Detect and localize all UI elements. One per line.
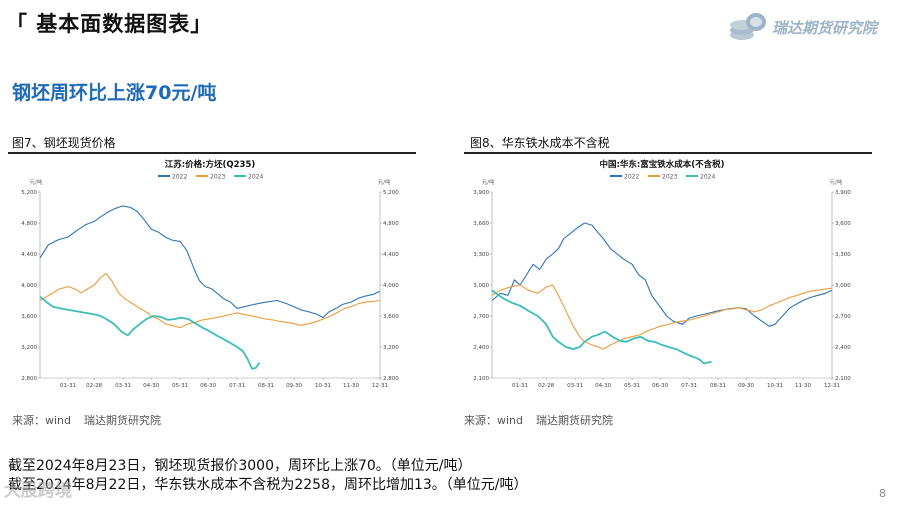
chart0-ytick-label-left: 4,400	[21, 252, 37, 258]
chart1-legend-label-2023: 2023	[662, 174, 677, 181]
chart0-ytick-label-left: 3,600	[21, 314, 37, 320]
chart0-series-2022	[39, 205, 381, 319]
chart0-ytick-label-right: 4,800	[383, 221, 399, 227]
chart0-title: 江苏:价格:方坯(Q235)	[165, 159, 256, 170]
note-hot-metal: 截至2024年8月22日，华东铁水成本不含税为2258，周环比增加13。（单位元…	[8, 477, 528, 493]
chart1-xtick-label: 12-31	[824, 383, 840, 389]
chart0-ytick-label-left: 5,200	[21, 190, 37, 196]
chart1-ytick-label-right: 3,600	[835, 221, 851, 227]
figure-7-label: 图7、钢坯现货价格	[12, 136, 116, 150]
chart0-ytick-label-left: 2,800	[21, 376, 37, 382]
chart0-ytick-label-right: 3,200	[383, 345, 399, 351]
chart1-ytick-label-right: 2,100	[835, 376, 851, 382]
note-billet: 截至2024年8月23日，钢坯现货报价3000，周环比上涨70。（单位元/吨）	[8, 458, 472, 474]
chart0-ytick-label-right: 4,400	[383, 252, 399, 258]
chart1-xtick-label: 06-30	[652, 383, 668, 389]
billet-price-chart: 江苏:价格:方坯(Q235) 2022 2023 2024 元/吨 元/吨 2,800 2,8…	[21, 159, 399, 389]
figure-7-source-label: 来源：wind	[12, 414, 72, 427]
coin-stack-icon	[730, 13, 766, 40]
chart1-ytick-label-left: 2,700	[473, 314, 489, 320]
chart1-ytick-label-right: 2,400	[835, 345, 851, 351]
chart0-ytick-label-right: 3,600	[383, 314, 399, 320]
chart1-ytick-label-right: 3,300	[835, 252, 851, 258]
chart0-ytick-label-right: 5,200	[383, 190, 399, 196]
chart1-ytick-label-left: 3,900	[473, 190, 489, 196]
chart0-legend-label-2024: 2024	[248, 174, 263, 181]
chart0-xtick-label: 08-31	[258, 383, 274, 389]
figure-8-source-label: 来源：wind	[464, 414, 524, 427]
chart1-xtick-label: 05-31	[624, 383, 640, 389]
chart1-series-2024	[491, 289, 712, 365]
chart1-ytick-label-left: 2,400	[473, 345, 489, 351]
chart0-ytick-label-right: 4,000	[383, 283, 399, 289]
chart1-unit-left: 元/吨	[482, 178, 495, 186]
page-title: 「 基本面数据图表」	[6, 12, 213, 36]
chart0-xtick-label: 01-31	[60, 383, 76, 389]
chart0-xtick-label: 07-31	[229, 383, 245, 389]
chart0-unit-right: 元/吨	[378, 178, 391, 186]
chart1-xtick-label: 10-31	[767, 383, 783, 389]
figure-8-divider	[464, 152, 872, 154]
chart1-ytick-label-left: 2,100	[473, 376, 489, 382]
chart0-unit-left: 元/吨	[30, 178, 43, 186]
hot-metal-cost-chart: 中国:华东:富宝铁水成本(不含税) 2022 2023 2024 元/吨 元/吨 2,100…	[473, 159, 851, 389]
figure-7-divider	[8, 152, 416, 154]
chart1-ytick-label-left: 3,300	[473, 252, 489, 258]
chart0-xtick-label: 03-31	[115, 383, 131, 389]
figure-7-source-org: 瑞达期货研究院	[84, 414, 162, 427]
chart0-ytick-label-left: 4,800	[21, 221, 37, 227]
chart0-legend-label-2022: 2022	[172, 174, 187, 181]
chart0-ytick-label-left: 3,200	[21, 345, 37, 351]
chart1-ytick-label-right: 3,900	[835, 190, 851, 196]
chart1-unit-right: 元/吨	[830, 178, 843, 186]
page-number: 8	[879, 487, 886, 500]
chart0-xtick-label: 09-30	[286, 383, 302, 389]
chart1-xtick-label: 09-30	[738, 383, 754, 389]
figure-8-label: 图8、华东铁水成本不含税	[470, 136, 610, 150]
figure-7-source: 来源：wind 瑞达期货研究院	[12, 412, 161, 428]
chart0-xtick-label: 12-31	[372, 383, 388, 389]
chart1-ytick-label-right: 2,700	[835, 314, 851, 320]
chart1-xtick-label: 07-31	[681, 383, 697, 389]
chart0-ytick-label-left: 4,000	[21, 283, 37, 289]
chart1-ytick-label-left: 3,600	[473, 221, 489, 227]
chart0-series-2023	[39, 272, 381, 329]
chart0-xtick-label: 06-30	[200, 383, 216, 389]
chart1-legend-label-2024: 2024	[700, 174, 715, 181]
figure-8-source: 来源：wind 瑞达期货研究院	[464, 412, 613, 428]
slide-subtitle: 钢坯周环比上涨70元/吨	[12, 82, 217, 104]
watermark: 大股跨境	[4, 481, 72, 501]
chart1-xtick-label: 04-30	[595, 383, 611, 389]
chart0-xtick-label: 11-30	[343, 383, 359, 389]
chart0-series-2024	[39, 295, 261, 370]
chart0-legend-label-2023: 2023	[210, 174, 225, 181]
chart1-legend-label-2022: 2022	[624, 174, 639, 181]
chart0-xtick-label: 05-31	[172, 383, 188, 389]
chart1-ytick-label-left: 3,000	[473, 283, 489, 289]
figure-8-source-org: 瑞达期货研究院	[536, 414, 614, 427]
chart0-xtick-label: 02-28	[86, 383, 102, 389]
chart1-ytick-label-right: 3,000	[835, 283, 851, 289]
chart1-title: 中国:华东:富宝铁水成本(不含税)	[599, 159, 724, 170]
chart1-xtick-label: 01-31	[512, 383, 528, 389]
logo-text: 瑞达期货研究院	[772, 19, 878, 37]
chart1-series-2022	[491, 222, 833, 327]
chart1-xtick-label: 03-31	[567, 383, 583, 389]
chart0-xtick-label: 10-31	[315, 383, 331, 389]
chart1-xtick-label: 02-28	[538, 383, 554, 389]
chart0-xtick-label: 04-30	[143, 383, 159, 389]
chart1-xtick-label: 08-31	[710, 383, 726, 389]
company-logo: 瑞达期货研究院	[728, 8, 893, 44]
chart0-ytick-label-right: 2,800	[383, 376, 399, 382]
chart1-xtick-label: 11-30	[795, 383, 811, 389]
chart1-series-2023	[491, 284, 833, 350]
